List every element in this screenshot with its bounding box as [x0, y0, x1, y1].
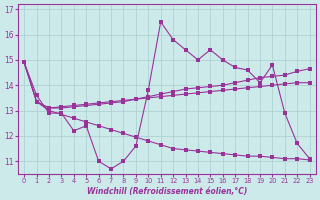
X-axis label: Windchill (Refroidissement éolien,°C): Windchill (Refroidissement éolien,°C) — [87, 187, 247, 196]
